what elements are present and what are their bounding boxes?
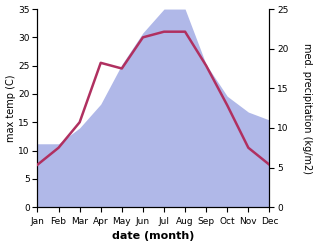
Y-axis label: med. precipitation (kg/m2): med. precipitation (kg/m2) (302, 43, 313, 174)
Y-axis label: max temp (C): max temp (C) (5, 74, 16, 142)
X-axis label: date (month): date (month) (112, 231, 195, 242)
